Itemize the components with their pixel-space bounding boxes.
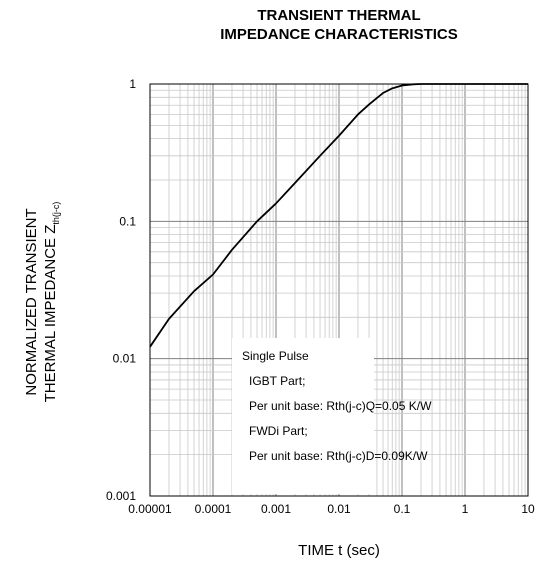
x-tick-label: 10 — [521, 502, 535, 516]
legend: Single Pulse IGBT Part; Per unit base: Rth… — [232, 338, 432, 494]
chart-title-line-2: IMPEDANCE CHARACTERISTICS — [220, 26, 458, 43]
tick-labels: 0.00001 0.0001 0.001 0.01 0.1 1 10 0.001 0.01 0.1… — [106, 77, 535, 516]
plot-frame — [149, 83, 529, 497]
legend-text: Per unit base: Rth(j-c)Q=0.05 K/W — [249, 399, 432, 413]
x-axis-label: TIME t (sec) — [298, 542, 380, 559]
legend-background — [232, 338, 374, 494]
legend-text: Single Pulse — [242, 349, 309, 363]
y-tick-label: 0.01 — [113, 352, 137, 366]
legend-text: Per unit base: Rth(j-c)D=0.09K/W — [249, 449, 428, 463]
legend-text: IGBT Part; — [249, 374, 305, 388]
legend-text: FWDi Part; — [249, 424, 308, 438]
x-tick-label: 0.0001 — [195, 502, 232, 516]
y-tick-label: 0.1 — [119, 214, 136, 228]
x-tick-label: 0.01 — [327, 502, 351, 516]
x-tick-label: 0.00001 — [128, 502, 172, 516]
y-tick-label: 0.001 — [106, 489, 136, 503]
x-tick-label: 1 — [462, 502, 469, 516]
y-tick-label: 1 — [129, 77, 136, 91]
x-tick-label: 0.1 — [394, 502, 411, 516]
x-tick-label: 0.001 — [261, 502, 291, 516]
chart-title-line-1: TRANSIENT THERMAL — [257, 7, 421, 24]
